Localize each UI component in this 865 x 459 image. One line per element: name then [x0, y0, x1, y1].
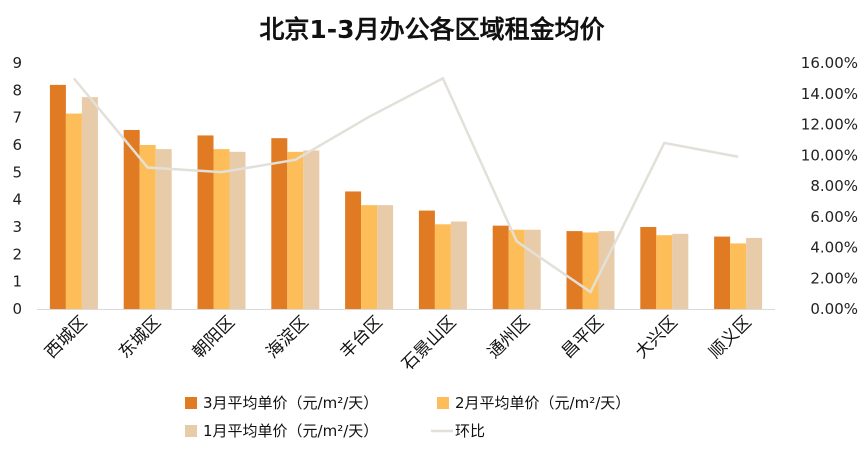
bar	[672, 233, 689, 309]
line-series-huanbi	[72, 76, 739, 294]
y-right-tick-label: 6.00%	[810, 208, 858, 226]
bar	[345, 191, 362, 309]
bar	[492, 225, 509, 309]
x-category-label: 通州区	[484, 312, 534, 362]
bar	[65, 113, 82, 309]
x-category-label: 石景山区	[398, 312, 460, 374]
bar	[287, 151, 304, 309]
bar	[582, 232, 599, 309]
y-left-tick-label: 5	[12, 163, 22, 181]
y-left-tick-label: 1	[12, 273, 22, 291]
bar	[213, 149, 230, 309]
y-right-tick-label: 8.00%	[810, 177, 858, 195]
y-left-tick-label: 6	[12, 136, 22, 154]
bar	[49, 84, 66, 309]
x-category-label: 西城区	[41, 312, 91, 362]
bar	[361, 205, 378, 309]
legend-label: 3月平均单价（元/m²/天）	[203, 394, 378, 412]
y-left-tick-label: 9	[12, 54, 22, 72]
bar	[656, 235, 673, 309]
x-category-label: 朝阳区	[189, 312, 239, 362]
legend-label: 环比	[455, 422, 485, 440]
bar	[155, 149, 172, 309]
bar	[434, 224, 451, 309]
bar	[730, 243, 747, 309]
bar	[746, 237, 763, 309]
legend-swatch	[185, 425, 197, 437]
plot-area: 0 1 2 3 4 5 6 7 8 9 0.00% 2.00% 4.00% 6.00% 8.00% 10.00…	[12, 54, 858, 375]
y-left-tick-label: 8	[12, 81, 22, 99]
y-left-tick-label: 4	[12, 191, 22, 209]
x-category-label: 丰台区	[336, 312, 386, 362]
x-category-label: 东城区	[115, 312, 165, 362]
bar	[714, 236, 731, 309]
x-category-label: 顺义区	[705, 312, 755, 362]
legend: 3月平均单价（元/m²/天） 2月平均单价（元/m²/天） 1月平均单价（元/m²/…	[185, 394, 630, 440]
bar	[377, 205, 394, 309]
y-right-tick-label: 14.00%	[801, 85, 858, 103]
bar	[81, 97, 98, 310]
y-right-tick-label: 0.00%	[810, 300, 858, 318]
bar	[229, 151, 246, 309]
bar	[197, 135, 214, 309]
y-right-tick-label: 10.00%	[801, 146, 858, 164]
legend-label: 1月平均单价（元/m²/天）	[203, 422, 378, 440]
y-right-tick-label: 2.00%	[810, 269, 858, 287]
x-category-label: 昌平区	[558, 312, 608, 362]
bar	[566, 231, 583, 309]
y-left-tick-label: 0	[12, 300, 22, 318]
chart-title: 北京1-3月办公各区域租金均价	[259, 15, 605, 44]
bar	[524, 229, 541, 309]
bar	[508, 229, 525, 309]
y-right-tick-label: 4.00%	[810, 239, 858, 257]
bar	[450, 221, 467, 309]
y-right-tick-label: 16.00%	[801, 54, 858, 72]
legend-swatch	[437, 397, 449, 409]
bar	[418, 210, 435, 309]
bar	[139, 145, 156, 309]
y-right-tick-label: 12.00%	[801, 116, 858, 134]
y-left-tick-label: 7	[12, 109, 22, 127]
y-left-tick-label: 2	[12, 245, 22, 263]
legend-swatch	[185, 397, 197, 409]
y-left-tick-label: 3	[12, 218, 22, 236]
legend-label: 2月平均单价（元/m²/天）	[455, 394, 630, 412]
x-category-label: 大兴区	[632, 312, 682, 362]
x-category-label: 海淀区	[263, 312, 313, 362]
bar	[123, 129, 140, 309]
bar	[303, 150, 320, 309]
bar	[640, 227, 657, 309]
bar	[271, 138, 288, 309]
